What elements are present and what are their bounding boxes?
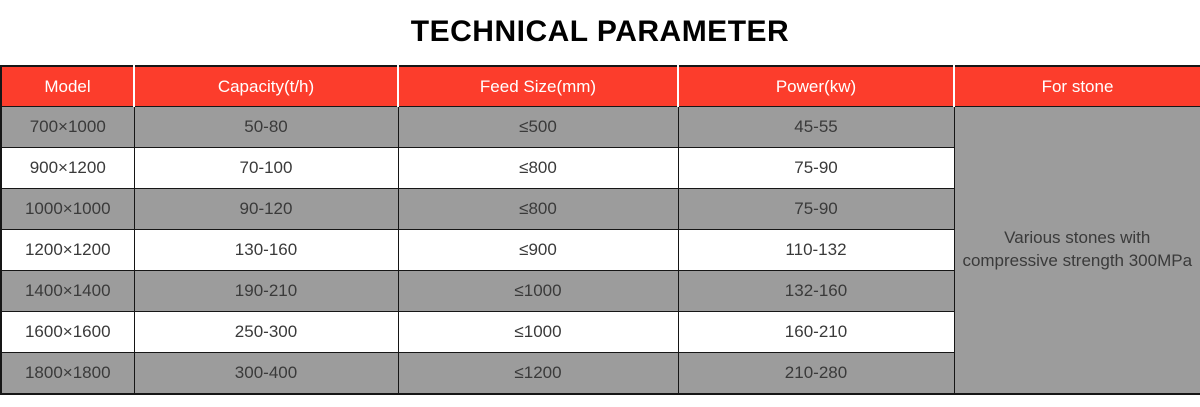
table-row: 1400×1400 190-210 ≤1000 132-160 (0, 270, 1200, 312)
cell-power: 132-160 (677, 270, 955, 312)
cell-model: 900×1200 (0, 147, 135, 189)
header-row: Model Capacity(t/h) Feed Size(mm) Power(… (1, 66, 1200, 107)
table-row: 1800×1800 300-400 ≤1200 210-280 (0, 352, 1200, 395)
table-row: 1600×1600 250-300 ≤1000 160-210 (0, 311, 1200, 353)
cell-feed-size: ≤1200 (397, 352, 679, 395)
cell-model: 1000×1000 (0, 188, 135, 230)
cell-capacity: 50-80 (133, 106, 399, 148)
col-header-feed-size: Feed Size(mm) (397, 66, 678, 107)
technical-parameter-table: Model Capacity(t/h) Feed Size(mm) Power(… (0, 65, 1200, 395)
cell-power: 160-210 (677, 311, 955, 353)
col-header-power: Power(kw) (677, 66, 954, 107)
cell-model: 1200×1200 (0, 229, 135, 271)
cell-power: 75-90 (677, 188, 955, 230)
cell-feed-size: ≤800 (397, 188, 679, 230)
cell-capacity: 90-120 (133, 188, 399, 230)
cell-model: 700×1000 (0, 106, 135, 148)
cell-feed-size: ≤1000 (397, 270, 679, 312)
cell-model: 1400×1400 (0, 270, 135, 312)
table-row: 1200×1200 130-160 ≤900 110-132 (0, 229, 1200, 271)
table-row: 1000×1000 90-120 ≤800 75-90 (0, 188, 1200, 230)
cell-feed-size: ≤800 (397, 147, 679, 189)
col-header-model: Model (1, 66, 134, 107)
table-row: 900×1200 70-100 ≤800 75-90 (0, 147, 1200, 189)
cell-feed-size: ≤900 (397, 229, 679, 271)
cell-capacity: 190-210 (133, 270, 399, 312)
stone-note-text: Various stones with compressive strength… (962, 228, 1193, 270)
cell-power: 45-55 (677, 106, 955, 148)
cell-capacity: 250-300 (133, 311, 399, 353)
cell-power: 210-280 (677, 352, 955, 395)
cell-model: 1800×1800 (0, 352, 135, 395)
col-header-for-stone: For stone (953, 66, 1200, 107)
cell-capacity: 130-160 (133, 229, 399, 271)
cell-feed-size: ≤500 (397, 106, 679, 148)
cell-feed-size: ≤1000 (397, 311, 679, 353)
table-row: 700×1000 50-80 ≤500 45-55 Various stones… (0, 106, 1200, 395)
cell-power: 75-90 (677, 147, 955, 189)
cell-capacity: 300-400 (133, 352, 399, 395)
cell-model: 1600×1600 (0, 311, 135, 353)
col-header-capacity: Capacity(t/h) (133, 66, 398, 107)
stone-note-cell: Various stones with compressive strength… (953, 106, 1200, 395)
cell-power: 110-132 (677, 229, 955, 271)
cell-capacity: 70-100 (133, 147, 399, 189)
page-title: TECHNICAL PARAMETER (410, 15, 790, 48)
